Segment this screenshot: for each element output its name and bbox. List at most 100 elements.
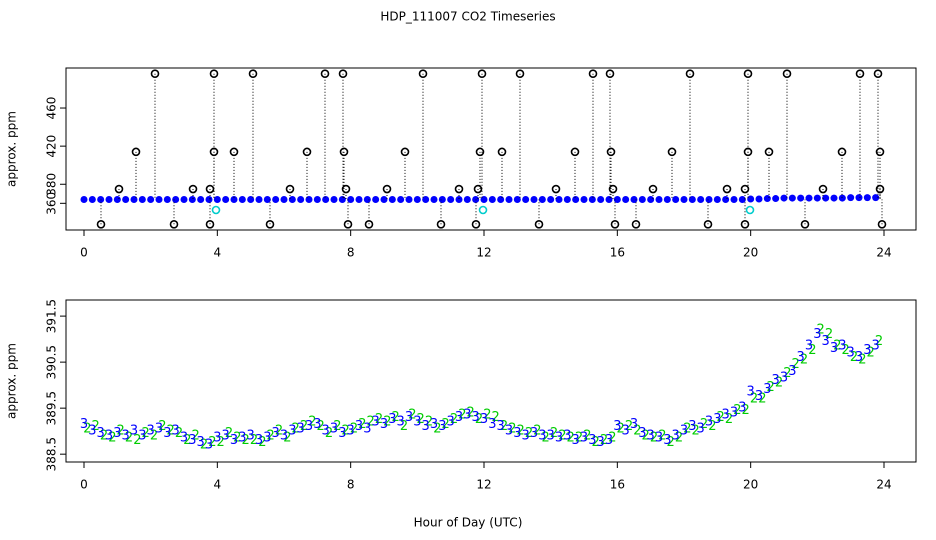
data-point (588, 196, 596, 204)
chart-title: HDP_111007 CO2 Timeseries (380, 10, 555, 24)
data-point: 2 (700, 417, 708, 432)
data-point: 3 (597, 435, 605, 450)
data-point: 3 (480, 412, 488, 427)
data-point: 3 (347, 424, 355, 439)
data-point: 2 (567, 431, 575, 446)
data-point (606, 147, 616, 157)
data-point (534, 219, 544, 229)
data-point (497, 196, 505, 204)
data-point: 2 (242, 433, 250, 448)
data-point: 3 (747, 385, 755, 400)
data-point: 3 (522, 428, 530, 443)
data-point (422, 196, 430, 204)
data-point (630, 196, 638, 204)
data-point: 3 (780, 371, 788, 386)
data-point: 3 (97, 426, 105, 441)
data-point: 2 (158, 419, 166, 434)
data-point: 3 (513, 426, 521, 441)
data-point (105, 196, 113, 204)
data-point: 3 (247, 428, 255, 443)
data-point: 3 (422, 419, 430, 434)
data-point: 3 (363, 421, 371, 436)
x-tick-label: 12 (476, 478, 491, 492)
data-point: 3 (605, 433, 613, 448)
data-point: 2 (150, 428, 158, 443)
data-point: 2 (717, 410, 725, 425)
data-point: 2 (842, 343, 850, 358)
data-point: 2 (300, 419, 308, 434)
data-point (477, 69, 487, 79)
x-tick-label: 16 (610, 478, 625, 492)
data-point (169, 219, 179, 229)
data-point (515, 69, 525, 79)
data-point: 3 (122, 428, 130, 443)
data-point (363, 196, 371, 204)
data-point: 2 (658, 428, 666, 443)
data-point: 2 (183, 433, 191, 448)
data-point: 2 (775, 375, 783, 390)
data-point (764, 147, 774, 157)
data-point (272, 196, 280, 204)
data-point (463, 196, 471, 204)
data-point (872, 194, 880, 202)
data-point (255, 196, 263, 204)
y-tick-label: 380 (45, 173, 59, 196)
data-point (730, 196, 738, 204)
data-point: 3 (688, 419, 696, 434)
data-point: 3 (588, 433, 596, 448)
data-point (230, 196, 238, 204)
data-point (655, 196, 663, 204)
data-point (263, 196, 271, 204)
data-point: 3 (805, 339, 813, 354)
data-point (205, 196, 213, 204)
data-point (302, 147, 312, 157)
data-point (588, 69, 598, 79)
data-point (703, 219, 713, 229)
data-point: 2 (617, 421, 625, 436)
data-point (743, 69, 753, 79)
data-point (837, 147, 847, 157)
data-point (382, 184, 392, 194)
data-point: 2 (442, 417, 450, 432)
data-point: 2 (708, 419, 716, 434)
y-tick-label: 389.5 (45, 391, 59, 425)
data-point (763, 195, 771, 203)
data-point (818, 184, 828, 194)
data-point (288, 196, 296, 204)
data-point (572, 196, 580, 204)
data-point: 2 (867, 345, 875, 360)
x-tick-label: 20 (743, 478, 758, 492)
data-point: 3 (497, 419, 505, 434)
data-point (209, 69, 219, 79)
data-point: 3 (155, 421, 163, 436)
data-point: 3 (505, 424, 513, 439)
data-point (473, 184, 483, 194)
data-point (347, 196, 355, 204)
data-point (471, 219, 481, 229)
data-point (455, 196, 463, 204)
data-point (855, 69, 865, 79)
y-tick-label: 390.5 (45, 345, 59, 379)
data-point (113, 196, 121, 204)
y-tick-label: 360 (45, 192, 59, 215)
data-point: 2 (683, 421, 691, 436)
data-point (147, 196, 155, 204)
data-point: 3 (847, 345, 855, 360)
data-point: 2 (267, 428, 275, 443)
data-point (597, 196, 605, 204)
x-tick-label: 4 (214, 478, 222, 492)
data-point: 3 (672, 428, 680, 443)
x-tick-label: 0 (80, 478, 88, 492)
data-point: 3 (297, 421, 305, 436)
data-point: 3 (288, 424, 296, 439)
data-point: 3 (280, 428, 288, 443)
data-point: 2 (217, 435, 225, 450)
data-point: 3 (613, 419, 621, 434)
data-point: 3 (213, 431, 221, 446)
data-point (740, 219, 750, 229)
data-point (747, 195, 755, 203)
data-point: 3 (763, 382, 771, 397)
data-point (797, 194, 805, 202)
data-point (364, 219, 374, 229)
x-tick-label: 20 (743, 246, 758, 260)
